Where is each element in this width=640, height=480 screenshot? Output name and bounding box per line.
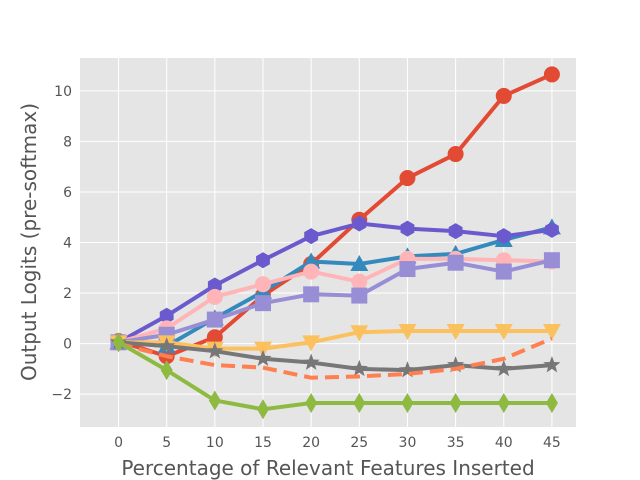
- data-point: [543, 66, 560, 83]
- series-line: [116, 225, 554, 349]
- data-point: [206, 288, 223, 305]
- data-point: [160, 360, 173, 381]
- data-point: [206, 311, 223, 328]
- data-point: [495, 87, 512, 104]
- data-point: [447, 356, 465, 373]
- data-point: [399, 261, 416, 278]
- data-point: [352, 215, 367, 232]
- data-point: [350, 359, 368, 377]
- y-axis-label: Output Logits (pre-softmax): [17, 103, 41, 381]
- data-point: [446, 323, 465, 340]
- data-point: [302, 353, 320, 370]
- x-tick-label: 35: [447, 435, 465, 451]
- data-point: [495, 359, 513, 377]
- data-point: [208, 390, 221, 411]
- data-point: [303, 263, 320, 280]
- data-point: [254, 295, 271, 312]
- x-tick-label: 25: [350, 435, 368, 451]
- x-tick-label: 45: [543, 435, 561, 451]
- x-tick-label: 10: [206, 435, 224, 451]
- series-9: [112, 332, 558, 420]
- y-tick-label: 4: [63, 236, 72, 252]
- data-point: [447, 254, 464, 271]
- data-point: [398, 323, 417, 340]
- data-point: [399, 170, 416, 187]
- series-line: [116, 340, 554, 412]
- series-line: [116, 328, 554, 351]
- data-point: [112, 332, 125, 353]
- x-tick-label: 20: [302, 435, 320, 451]
- data-point: [351, 273, 368, 290]
- y-tick-label: 10: [54, 84, 72, 100]
- series-layer: [109, 66, 561, 420]
- data-point: [159, 307, 174, 324]
- data-point: [206, 329, 223, 346]
- data-point: [254, 276, 271, 293]
- data-point: [256, 252, 270, 269]
- data-point: [400, 220, 415, 237]
- data-point: [207, 277, 222, 294]
- y-tick-label: 2: [63, 286, 72, 302]
- data-point: [497, 392, 510, 413]
- data-point: [496, 228, 511, 245]
- y-tick-label: 8: [63, 134, 72, 150]
- data-point: [253, 341, 272, 358]
- x-tick-label: 5: [162, 435, 171, 451]
- data-point: [449, 392, 462, 413]
- y-tick-label: 0: [63, 337, 72, 353]
- data-point: [158, 337, 176, 354]
- data-point: [304, 228, 319, 245]
- data-point: [256, 399, 269, 420]
- series-line: [116, 221, 554, 345]
- data-point: [303, 286, 320, 303]
- data-point: [302, 252, 321, 269]
- data-point: [543, 252, 560, 269]
- x-tick-label: 30: [399, 435, 417, 451]
- series-line: [118, 336, 553, 380]
- data-point: [305, 392, 318, 413]
- series-line: [116, 256, 554, 345]
- data-point: [350, 254, 369, 271]
- y-tick-label: 6: [63, 185, 72, 201]
- data-point: [401, 392, 414, 413]
- data-point: [206, 342, 224, 359]
- data-point: [254, 349, 272, 367]
- x-tick-label: 40: [495, 435, 513, 451]
- data-point: [542, 323, 561, 340]
- data-point: [302, 335, 321, 352]
- tick-labels: 0 5 10 15 20 25 30 35 40 45 −2 0 2 4 6 8 10: [51, 84, 560, 451]
- data-point: [495, 263, 512, 280]
- y-tick-label: −2: [51, 387, 72, 403]
- data-point: [545, 392, 558, 413]
- x-tick-label: 15: [254, 435, 272, 451]
- series-8: [118, 336, 553, 380]
- series-line: [116, 340, 554, 373]
- data-point: [398, 361, 417, 378]
- data-point: [543, 356, 561, 373]
- data-point: [353, 392, 366, 413]
- data-point: [448, 223, 463, 240]
- x-tick-label: 0: [114, 435, 123, 451]
- series-line: [116, 258, 554, 345]
- x-axis-label: Percentage of Relevant Features Inserted: [121, 456, 534, 480]
- data-point: [351, 287, 368, 304]
- data-point: [447, 146, 464, 163]
- data-point: [350, 325, 369, 342]
- series-5: [110, 252, 560, 351]
- data-point: [544, 221, 559, 238]
- data-point: [494, 323, 513, 340]
